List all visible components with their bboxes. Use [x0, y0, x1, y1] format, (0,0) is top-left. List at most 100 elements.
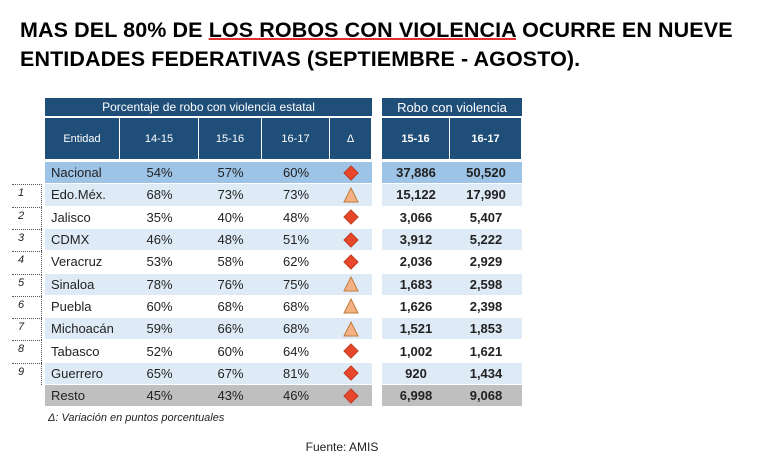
entity-cell: Puebla — [45, 295, 120, 319]
delta-cell — [330, 273, 372, 296]
robo-cell: 6,998 — [382, 385, 450, 408]
entity-cell: Tabasco — [45, 340, 120, 363]
robo-cell: 37,886 — [382, 162, 450, 185]
column-header: 16-17 — [262, 118, 330, 160]
pct-cell: 60% — [199, 340, 262, 363]
title-pre: MAS DEL 80% DE — [20, 18, 209, 42]
pct-cell: 78% — [120, 273, 199, 296]
pct-cell: 57% — [199, 162, 262, 185]
pct-cell: 48% — [199, 228, 262, 252]
pct-cell: 45% — [120, 385, 199, 408]
delta-cell — [330, 295, 372, 319]
robo-cell: 1,853 — [450, 318, 522, 341]
delta-icon — [343, 164, 359, 181]
delta-shape — [343, 298, 359, 314]
pct-cell: 51% — [262, 228, 330, 252]
robo-cell: 2,598 — [450, 273, 522, 296]
title-line-2: ENTIDADES FEDERATIVAS (SEPTIEMBRE - AGOS… — [20, 47, 581, 71]
robo-cell: 3,912 — [382, 228, 450, 252]
source: Fuente: AMIS — [305, 440, 379, 454]
entity-cell: Guerrero — [45, 362, 120, 385]
rank-bracket — [12, 228, 42, 252]
pct-cell: 60% — [120, 295, 199, 319]
pct-cell: 46% — [120, 228, 199, 252]
delta-shape — [343, 387, 359, 404]
delta-shape — [343, 343, 359, 359]
pct-cell: 81% — [262, 362, 330, 385]
pct-cell: 73% — [262, 184, 330, 207]
delta-cell — [330, 228, 372, 252]
delta-cell — [330, 162, 372, 185]
robo-cell: 2,929 — [450, 251, 522, 274]
rank-label: 1 — [18, 187, 25, 200]
entity-cell: Michoacán — [45, 318, 120, 341]
title-post: OCURRE EN NUEVE — [516, 18, 733, 42]
column-header: Entidad — [45, 118, 120, 160]
delta-shape — [343, 209, 359, 225]
delta-shape — [343, 231, 359, 248]
title-line-1: MAS DEL 80% DE LOS ROBOS CON VIOLENCIA O… — [20, 18, 733, 43]
footnote: Δ: Variación en puntos porcentuales — [48, 412, 225, 424]
robo-cell: 1,626 — [382, 295, 450, 319]
delta-icon — [343, 276, 359, 292]
rank-label: 7 — [18, 321, 25, 334]
rank-bracket — [12, 251, 42, 274]
pct-cell: 52% — [120, 340, 199, 363]
pct-cell: 58% — [199, 251, 262, 274]
delta-cell — [330, 318, 372, 341]
pct-cell: 48% — [262, 206, 330, 229]
rank-bracket — [12, 295, 42, 319]
column-header: 14-15 — [120, 118, 199, 160]
pct-cell: 60% — [262, 162, 330, 185]
delta-icon — [343, 298, 359, 314]
delta-icon — [343, 186, 359, 203]
entity-cell: Sinaloa — [45, 273, 120, 296]
pct-cell: 46% — [262, 385, 330, 408]
entity-cell: Edo.Méx. — [45, 184, 120, 207]
pct-cell: 59% — [120, 318, 199, 341]
rank-bracket — [12, 318, 42, 341]
delta-shape — [343, 186, 359, 203]
delta-cell — [330, 385, 372, 408]
pct-cell: 54% — [120, 162, 199, 185]
delta-shape — [343, 276, 359, 292]
entity-cell: Nacional — [45, 162, 120, 185]
robo-cell: 15,122 — [382, 184, 450, 207]
robo-cell: 1,002 — [382, 340, 450, 363]
delta-icon — [343, 254, 359, 270]
rank-bracket — [12, 184, 42, 207]
rank-bracket — [12, 206, 42, 229]
delta-icon — [343, 231, 359, 248]
delta-cell — [330, 206, 372, 229]
right-header: Robo con violencia — [382, 98, 522, 117]
column-header: 15-16 — [382, 118, 450, 160]
robo-cell: 1,683 — [382, 273, 450, 296]
delta-icon — [343, 387, 359, 404]
robo-cell: 2,398 — [450, 295, 522, 319]
delta-icon — [343, 365, 359, 382]
delta-cell — [330, 362, 372, 385]
robo-cell: 2,036 — [382, 251, 450, 274]
pct-cell: 65% — [120, 362, 199, 385]
robo-cell: 5,222 — [450, 228, 522, 252]
rank-label: 9 — [18, 365, 25, 378]
rank-label: 5 — [18, 276, 25, 289]
pct-cell: 75% — [262, 273, 330, 296]
pct-cell: 64% — [262, 340, 330, 363]
rank-label: 4 — [18, 254, 25, 267]
pct-cell: 66% — [199, 318, 262, 341]
rank-bracket — [12, 362, 42, 385]
delta-icon — [343, 343, 359, 359]
delta-shape — [343, 320, 359, 337]
robo-cell: 3,066 — [382, 206, 450, 229]
entity-cell: Veracruz — [45, 251, 120, 274]
pct-cell: 35% — [120, 206, 199, 229]
delta-shape — [343, 365, 359, 382]
pct-cell: 68% — [199, 295, 262, 319]
delta-icon — [343, 209, 359, 225]
column-header: 15-16 — [199, 118, 262, 160]
robo-cell: 1,521 — [382, 318, 450, 341]
entity-cell: Resto — [45, 385, 120, 408]
robo-cell: 920 — [382, 362, 450, 385]
